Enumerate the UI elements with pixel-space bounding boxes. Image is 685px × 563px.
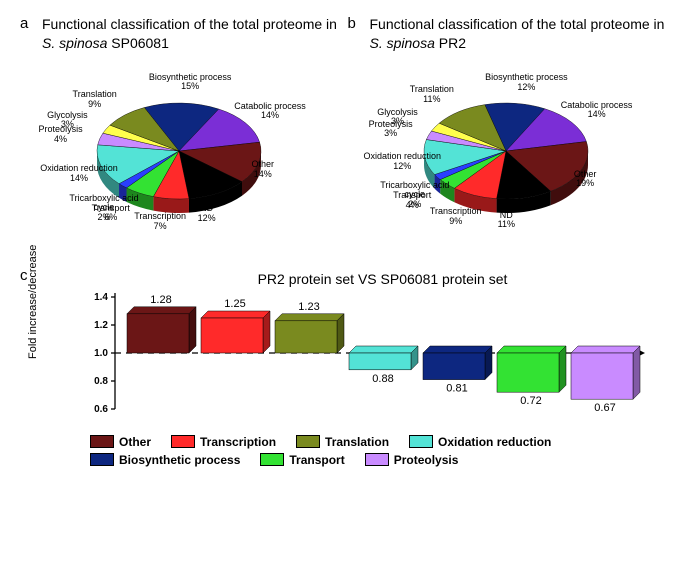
svg-text:1.0: 1.0 xyxy=(94,348,108,359)
pie-label: Catabolic process14% xyxy=(561,101,633,120)
svg-text:1.25: 1.25 xyxy=(224,298,245,310)
pie-label: Tricarboxylic acidcycle2% xyxy=(380,181,449,209)
bar xyxy=(201,318,263,353)
legend-label: Transcription xyxy=(200,435,276,449)
legend-c: Other Transcription Translation Oxidation r… xyxy=(90,435,665,467)
panel-b: b Functional classification of the total… xyxy=(348,15,666,259)
legend-label: Other xyxy=(119,435,151,449)
panel-a-title-it: S. spinosa xyxy=(42,35,107,51)
pie-label: Translation9% xyxy=(73,90,117,109)
pie-label: Oxidation reduction14% xyxy=(40,164,118,183)
pie-label: Tricarboxylic acidcycle2% xyxy=(69,194,138,222)
panel-c-title: PR2 protein set VS SP06081 protein set xyxy=(100,271,665,287)
legend-swatch xyxy=(409,435,433,448)
legend-label: Transport xyxy=(289,453,344,467)
pie-label: Biosynthetic process15% xyxy=(149,73,232,92)
legend-label: Biosynthetic process xyxy=(119,453,240,467)
svg-text:1.4: 1.4 xyxy=(94,292,108,303)
pie-label: Glycolysis3% xyxy=(377,108,418,127)
bar xyxy=(423,353,485,380)
legend-item: Proteolysis xyxy=(365,453,459,467)
svg-text:1.23: 1.23 xyxy=(298,301,319,313)
svg-text:0.72: 0.72 xyxy=(520,395,541,407)
pie-label: Transcription9% xyxy=(430,207,482,226)
pie-chart-a: Biosynthetic process15%Catabolic process… xyxy=(20,59,338,259)
legend-swatch xyxy=(260,453,284,466)
pie-label: Other19% xyxy=(574,170,597,189)
panel-b-title-it: S. spinosa xyxy=(370,35,435,51)
panel-a: a Functional classification of the total… xyxy=(20,15,338,259)
legend-swatch xyxy=(296,435,320,448)
pie-label: Catabolic process14% xyxy=(234,102,306,121)
legend-swatch xyxy=(90,453,114,466)
bar xyxy=(349,353,411,370)
legend-label: Proteolysis xyxy=(394,453,459,467)
panel-b-title: Functional classification of the total p… xyxy=(370,15,666,53)
svg-text:1.28: 1.28 xyxy=(150,294,171,306)
legend-item: Other xyxy=(90,435,151,449)
legend-item: Transcription xyxy=(171,435,276,449)
panel-a-title-post: SP06081 xyxy=(107,35,169,51)
panel-a-title: Functional classification of the total p… xyxy=(42,15,338,53)
pie-label: ND12% xyxy=(198,204,216,223)
panel-a-title-pre: Functional classification of the total p… xyxy=(42,16,337,32)
svg-text:1.2: 1.2 xyxy=(94,320,108,331)
legend-item: Transport xyxy=(260,453,344,467)
pie-label: ND11% xyxy=(498,211,515,230)
panel-c: c PR2 protein set VS SP06081 protein set… xyxy=(20,271,665,467)
panel-letter-a: a xyxy=(20,15,28,32)
legend-item: Biosynthetic process xyxy=(90,453,240,467)
legend-item: Oxidation reduction xyxy=(409,435,551,449)
y-axis-label: Fold increase/decrease xyxy=(27,244,39,358)
panel-b-title-pre: Functional classification of the total p… xyxy=(370,16,665,32)
bar xyxy=(497,353,559,392)
legend-label: Oxidation reduction xyxy=(438,435,551,449)
pie-label: Translation11% xyxy=(410,85,454,104)
svg-text:0.6: 0.6 xyxy=(94,404,108,415)
pie-label: Transcription7% xyxy=(134,212,186,231)
panel-letter-b: b xyxy=(348,15,356,32)
svg-text:0.81: 0.81 xyxy=(446,382,467,394)
legend-swatch xyxy=(365,453,389,466)
bar xyxy=(127,314,189,353)
pie-label: Glycolysis3% xyxy=(47,111,88,130)
svg-text:0.67: 0.67 xyxy=(594,402,615,414)
bar xyxy=(571,353,633,399)
pie-chart-b: Biosynthetic process12% Catabolic process… xyxy=(348,59,666,259)
legend-item: Translation xyxy=(296,435,389,449)
legend-swatch xyxy=(90,435,114,448)
svg-text:0.8: 0.8 xyxy=(94,376,108,387)
legend-swatch xyxy=(171,435,195,448)
legend-label: Translation xyxy=(325,435,389,449)
pie-label: Biosynthetic process12% xyxy=(485,73,568,92)
svg-text:0.88: 0.88 xyxy=(372,373,393,385)
panel-b-title-post: PR2 xyxy=(435,35,466,51)
bar-chart-c: Fold increase/decrease 0.60.81.01.21.41.… xyxy=(75,289,665,429)
pie-label: Oxidation reduction12% xyxy=(364,152,442,171)
pie-label: Other14% xyxy=(251,160,274,179)
bar xyxy=(275,321,337,353)
